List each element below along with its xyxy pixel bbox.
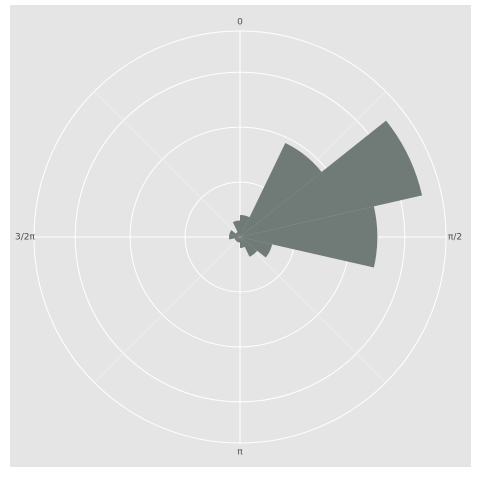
- angle-tick-label: 0: [237, 18, 243, 28]
- angle-tick-label: π/2: [448, 233, 462, 243]
- angle-tick-label: 3/2π: [15, 232, 35, 242]
- angle-tick-label: π: [237, 448, 243, 458]
